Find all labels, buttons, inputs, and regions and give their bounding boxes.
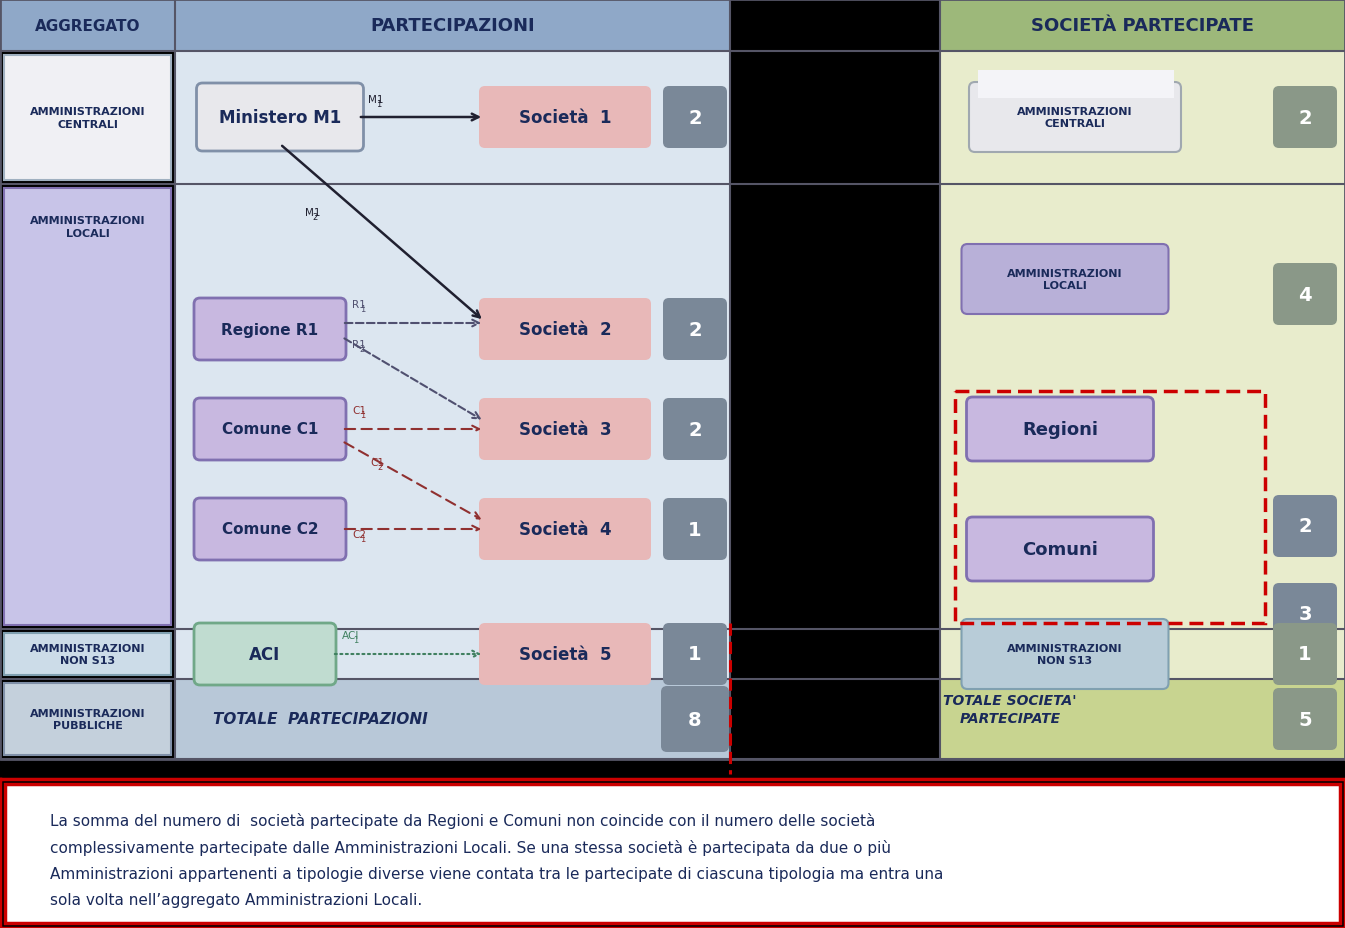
Bar (955, 392, 1266, 624)
Text: AMMINISTRAZIONI
LOCALI: AMMINISTRAZIONI LOCALI (1007, 268, 1123, 290)
Text: 2: 2 (1298, 517, 1311, 536)
Text: Società  5: Società 5 (519, 645, 611, 664)
FancyBboxPatch shape (962, 619, 1169, 690)
Text: AMMINISTRAZIONI
PUBBLICHE: AMMINISTRAZIONI PUBBLICHE (30, 708, 145, 730)
FancyBboxPatch shape (479, 299, 651, 361)
Text: C1: C1 (352, 406, 366, 416)
FancyBboxPatch shape (194, 398, 346, 460)
Bar (940, 0, 1345, 52)
Bar (4, 683, 171, 755)
Bar (5, 784, 1340, 923)
Text: 1: 1 (689, 520, 702, 539)
Bar (4, 56, 171, 181)
Text: 1: 1 (689, 645, 702, 664)
Text: Regione R1: Regione R1 (222, 322, 319, 337)
Text: Regioni: Regioni (1022, 420, 1098, 439)
FancyBboxPatch shape (1272, 87, 1337, 148)
FancyBboxPatch shape (196, 84, 363, 152)
Text: 1: 1 (375, 100, 381, 109)
Text: TOTALE  PARTECIPAZIONI: TOTALE PARTECIPAZIONI (213, 712, 428, 727)
Text: La somma del numero di  società partecipate da Regioni e Comuni non coincide con: La somma del numero di società partecipa… (50, 812, 943, 907)
Text: 2: 2 (312, 213, 317, 222)
FancyBboxPatch shape (479, 498, 651, 561)
FancyBboxPatch shape (967, 397, 1154, 461)
Text: AMMINISTRAZIONI
CENTRALI: AMMINISTRAZIONI CENTRALI (30, 108, 145, 130)
Bar (175, 0, 730, 52)
FancyBboxPatch shape (663, 87, 728, 148)
Bar (175, 679, 730, 759)
Text: R1: R1 (352, 340, 366, 350)
Text: Società  4: Società 4 (519, 521, 612, 538)
Text: Comune C2: Comune C2 (222, 522, 319, 537)
FancyBboxPatch shape (479, 624, 651, 685)
Text: TOTALE SOCIETA'
PARTECIPATE: TOTALE SOCIETA' PARTECIPATE (943, 693, 1077, 726)
Text: SOCIETÀ PARTECIPATE: SOCIETÀ PARTECIPATE (1032, 17, 1254, 35)
FancyBboxPatch shape (194, 624, 336, 685)
FancyBboxPatch shape (968, 83, 1181, 153)
FancyBboxPatch shape (663, 624, 728, 685)
FancyBboxPatch shape (1272, 584, 1337, 645)
Text: 2: 2 (359, 344, 364, 354)
Text: AMMINISTRAZIONI
CENTRALI: AMMINISTRAZIONI CENTRALI (1017, 107, 1132, 129)
Text: AMMINISTRAZIONI
LOCALI: AMMINISTRAZIONI LOCALI (30, 216, 145, 238)
Text: 1: 1 (359, 410, 364, 419)
Text: 1: 1 (1298, 645, 1311, 664)
FancyBboxPatch shape (479, 87, 651, 148)
Text: AMMINISTRAZIONI
NON S13: AMMINISTRAZIONI NON S13 (30, 643, 145, 665)
Bar (4, 188, 171, 625)
Bar (4, 633, 171, 676)
Text: Comune C1: Comune C1 (222, 422, 319, 437)
Bar (940, 679, 1345, 759)
Text: 2: 2 (689, 109, 702, 127)
Text: 3: 3 (1298, 605, 1311, 624)
FancyBboxPatch shape (1272, 496, 1337, 558)
Text: 1: 1 (359, 304, 364, 314)
Text: 1: 1 (354, 636, 359, 644)
Text: 2: 2 (1298, 109, 1311, 127)
Text: ACI: ACI (342, 630, 359, 640)
Text: 2: 2 (689, 320, 702, 339)
Text: 2: 2 (689, 420, 702, 439)
FancyBboxPatch shape (663, 498, 728, 561)
Text: Ministero M1: Ministero M1 (219, 109, 342, 127)
Text: 8: 8 (689, 710, 702, 728)
Text: PARTECIPAZIONI: PARTECIPAZIONI (370, 17, 535, 35)
FancyBboxPatch shape (1272, 264, 1337, 326)
Text: C2: C2 (352, 530, 366, 539)
Text: AGGREGATO: AGGREGATO (35, 19, 140, 33)
FancyBboxPatch shape (663, 299, 728, 361)
Text: 5: 5 (1298, 710, 1311, 728)
FancyBboxPatch shape (194, 299, 346, 361)
Bar (0, 0, 175, 52)
Bar (175, 52, 730, 759)
Text: Comuni: Comuni (1022, 540, 1098, 559)
Text: 1: 1 (359, 535, 364, 544)
Text: R1: R1 (352, 300, 366, 310)
Text: M1: M1 (305, 208, 320, 218)
Text: Società  2: Società 2 (519, 321, 612, 339)
FancyBboxPatch shape (660, 687, 729, 753)
FancyBboxPatch shape (1272, 689, 1337, 750)
Text: AMMINISTRAZIONI
NON S13: AMMINISTRAZIONI NON S13 (1007, 643, 1123, 665)
Bar (978, 71, 1174, 99)
Bar (940, 52, 1345, 759)
Text: 2: 2 (378, 462, 383, 471)
FancyBboxPatch shape (967, 518, 1154, 581)
FancyBboxPatch shape (663, 398, 728, 460)
Text: C1: C1 (370, 458, 385, 468)
Text: 4: 4 (1298, 285, 1311, 304)
Text: Società  3: Società 3 (519, 420, 612, 439)
FancyBboxPatch shape (479, 398, 651, 460)
Text: ACI: ACI (249, 645, 281, 664)
FancyBboxPatch shape (194, 498, 346, 561)
FancyBboxPatch shape (1272, 624, 1337, 685)
Text: M1: M1 (369, 95, 383, 105)
FancyBboxPatch shape (962, 245, 1169, 315)
Text: Società  1: Società 1 (519, 109, 611, 127)
